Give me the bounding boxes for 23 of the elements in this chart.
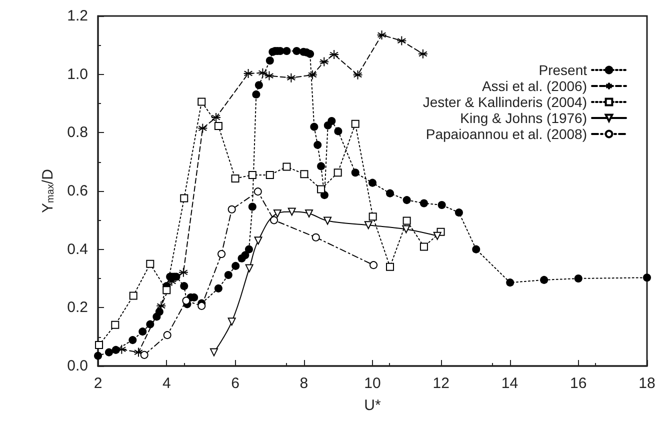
x-axis-title: U* [364, 397, 381, 414]
x-tick-label: 6 [231, 375, 240, 392]
y-tick-label: 1.0 [67, 66, 88, 83]
x-tick-label: 12 [432, 375, 450, 392]
legend-label: Assi et al. (2006) [482, 78, 587, 94]
legend-label: King & Johns (1976) [460, 110, 587, 126]
x-tick-label: 8 [300, 375, 308, 392]
x-tick-label: 10 [364, 375, 381, 392]
x-tick-label: 18 [638, 375, 656, 392]
legend-label: Jester & Kallinderis (2004) [422, 94, 587, 110]
y-axis-title: Ymax/D [40, 168, 56, 213]
legend-label: Papaioannou et al. (2008) [426, 126, 587, 142]
y-tick-label: 0.6 [67, 182, 88, 200]
y-tick-label: 0.0 [67, 358, 88, 374]
x-tick-label: 16 [570, 375, 587, 392]
x-tick-label: 2 [94, 375, 102, 392]
y-tick-label: 0.4 [67, 240, 88, 258]
y-tick-label: 1.2 [67, 8, 88, 24]
legend-label: Present [538, 62, 588, 78]
x-tick-label: 4 [162, 375, 171, 392]
y-tick-label: 0.2 [67, 299, 88, 316]
y-tick-label: 0.8 [67, 124, 88, 142]
x-tick-label: 14 [501, 375, 518, 392]
